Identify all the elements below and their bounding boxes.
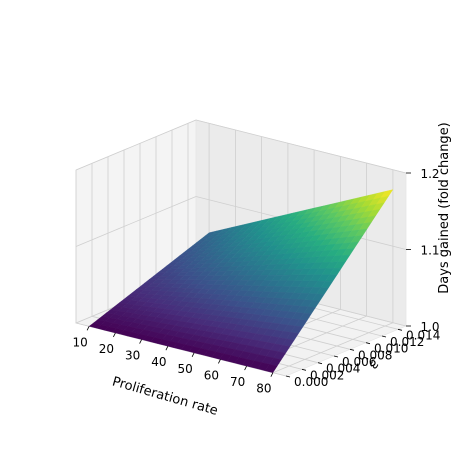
y-tick-mark xyxy=(301,368,307,371)
x-tick-label: 30 xyxy=(125,349,140,363)
grid-line-z-left xyxy=(75,119,197,171)
y-tick-mark xyxy=(381,335,387,338)
y-tick-label: 0.002 xyxy=(310,368,344,382)
y-tick-label: 0.000 xyxy=(294,375,328,389)
z-tick-label: 1.0 xyxy=(420,320,439,334)
x-tick-mark xyxy=(165,346,169,351)
grid-line-z-left xyxy=(75,196,197,247)
x-tick-label: 10 xyxy=(72,335,87,349)
axis-ticks: 10 20 30 40 50 60 70 80 0.0000.0020.0040.0060.00… xyxy=(72,167,440,396)
x-tick-mark xyxy=(113,332,116,338)
grid-line-z-back xyxy=(195,119,407,174)
x-tick-mark xyxy=(270,372,274,377)
y-tick-mark xyxy=(317,362,323,365)
x-tick-mark xyxy=(218,359,221,364)
x-tick-mark xyxy=(86,326,90,331)
z-axis-label: Days gained (fold change) xyxy=(437,122,452,294)
grid-line-x-floor xyxy=(272,322,394,374)
y-tick-mark xyxy=(349,348,355,351)
y-tick-mark xyxy=(285,375,291,378)
surface-cell xyxy=(264,364,278,373)
y-tick-label: 0.010 xyxy=(374,342,408,356)
y-tick-label: 0.004 xyxy=(326,362,360,376)
x-tick-label: 70 xyxy=(230,375,245,389)
z-tick-label: 1.2 xyxy=(420,167,439,181)
y-tick-label: 0.008 xyxy=(358,348,392,362)
x-tick-label: 80 xyxy=(256,382,271,396)
y-tick-label: 0.012 xyxy=(390,335,424,349)
y-tick-mark xyxy=(365,342,371,345)
x-tick-label: 50 xyxy=(177,362,192,376)
y-tick-label: 0.014 xyxy=(406,328,440,342)
x-tick-mark xyxy=(191,352,195,357)
x-tick-label: 40 xyxy=(151,355,166,369)
x-tick-label: 20 xyxy=(99,342,114,356)
y-tick-label: 0.006 xyxy=(342,355,376,369)
x-tick-mark xyxy=(139,339,142,344)
x-tick-mark xyxy=(244,365,247,371)
y-tick-mark xyxy=(397,328,403,331)
x-tick-label: 60 xyxy=(204,368,219,382)
z-tick-label: 1.1 xyxy=(420,244,439,258)
y-tick-mark xyxy=(333,355,339,358)
surface-mesh xyxy=(88,189,394,373)
